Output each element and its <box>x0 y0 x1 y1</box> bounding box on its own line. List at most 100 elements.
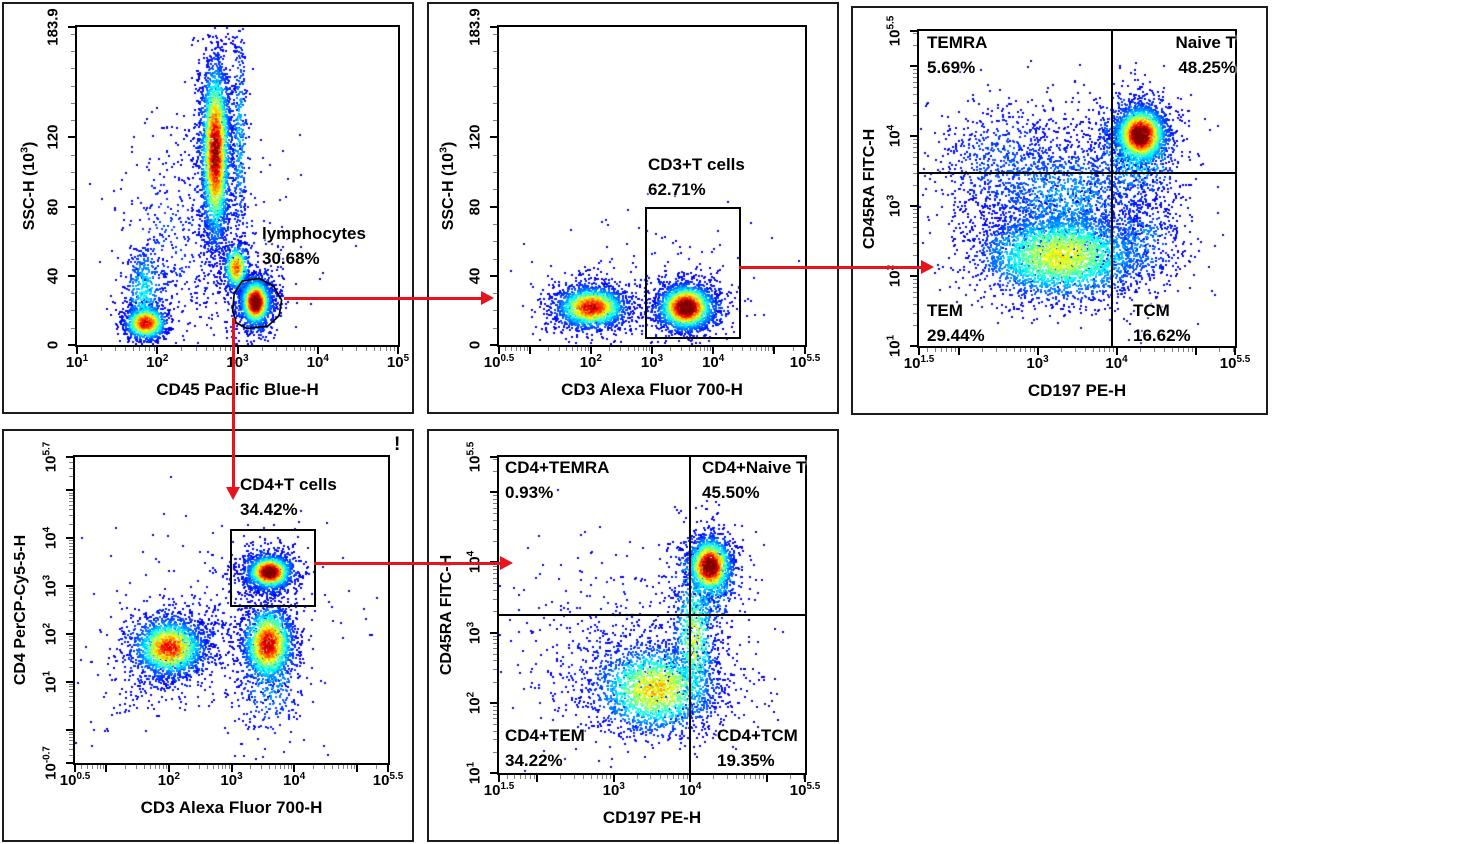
y-minor-tick <box>913 212 917 214</box>
x-minor-tick <box>520 775 522 779</box>
x-minor-tick <box>288 765 290 769</box>
y-minor-tick <box>69 509 73 511</box>
y-tick-label: 102 <box>465 691 484 714</box>
annotation-label: TCM <box>1133 301 1170 320</box>
x-minor-tick <box>686 775 688 779</box>
arrow-line <box>739 265 921 269</box>
x-minor-tick <box>682 775 684 779</box>
x-minor-tick <box>284 765 286 769</box>
x-minor-tick <box>581 347 583 351</box>
x-minor-tick <box>153 347 155 351</box>
x-minor-tick <box>1104 348 1106 352</box>
y-major-tick <box>490 274 497 277</box>
x-tick-label: 101.5 <box>483 781 515 799</box>
y-minor-tick <box>71 310 75 312</box>
x-minor-tick <box>195 347 197 351</box>
x-minor-tick <box>323 765 325 769</box>
x-minor-tick <box>337 765 339 769</box>
x-minor-tick <box>577 347 579 351</box>
y-minor-tick <box>71 102 75 104</box>
x-minor-tick <box>533 775 535 779</box>
y-minor-tick <box>71 33 75 35</box>
x-minor-tick <box>619 347 621 351</box>
y-minor-tick <box>69 619 73 621</box>
annotation-label: 62.71% <box>648 180 706 199</box>
y-minor-tick <box>69 692 73 694</box>
x-major-tick <box>712 347 715 354</box>
y-minor-tick <box>69 700 73 702</box>
x-major-tick <box>528 347 531 354</box>
y-minor-tick <box>71 172 75 174</box>
y-minor-tick <box>913 227 917 229</box>
x-minor-tick <box>506 775 508 779</box>
gate-outline <box>230 529 317 608</box>
y-minor-tick <box>913 233 917 235</box>
x-minor-tick <box>573 775 575 779</box>
x-minor-tick <box>125 347 127 351</box>
y-tick-label: 40 <box>466 267 484 285</box>
y-minor-tick <box>493 293 497 295</box>
x-minor-tick <box>638 347 640 351</box>
x-minor-tick <box>275 765 277 769</box>
x-minor-tick <box>1108 348 1110 352</box>
x-minor-tick <box>1191 348 1193 352</box>
y-minor-tick <box>913 221 917 223</box>
y-minor-tick <box>913 76 917 78</box>
plot-area <box>73 455 390 765</box>
y-minor-tick <box>493 648 497 650</box>
y-minor-tick <box>493 709 497 711</box>
y-major-tick <box>910 275 917 277</box>
x-minor-tick <box>366 347 368 351</box>
x-minor-tick <box>1013 348 1015 352</box>
x-major-tick <box>1036 348 1039 355</box>
x-minor-tick <box>229 347 231 351</box>
x-minor-tick <box>149 347 151 351</box>
x-tick-label: 101 <box>65 353 89 371</box>
y-major-tick <box>68 344 75 346</box>
y-minor-tick <box>493 507 497 509</box>
y-minor-tick <box>493 635 497 637</box>
x-major-tick <box>1115 348 1118 355</box>
y-minor-tick <box>913 216 917 218</box>
x-minor-tick <box>136 765 138 769</box>
x-minor-tick <box>206 765 208 769</box>
plot-area <box>497 25 807 347</box>
x-minor-tick <box>803 775 805 779</box>
x-minor-tick <box>275 347 277 351</box>
annotation-label: CD3+T cells <box>648 155 745 174</box>
y-major-tick <box>490 136 497 139</box>
x-axis-title: CD45 Pacific Blue-H <box>156 380 319 399</box>
x-minor-tick <box>143 765 145 769</box>
x-minor-tick <box>650 775 652 779</box>
y-major-tick <box>68 205 75 208</box>
y-tick-label: 102 <box>41 622 60 645</box>
y-minor-tick <box>71 223 75 225</box>
x-tick-label: 103 <box>226 353 249 371</box>
y-minor-tick <box>69 748 73 750</box>
x-minor-tick <box>694 347 696 351</box>
y-minor-tick <box>71 68 75 70</box>
x-minor-tick <box>927 348 929 352</box>
y-minor-tick <box>69 501 73 503</box>
y-minor-tick <box>913 146 917 148</box>
y-minor-tick <box>69 638 73 640</box>
x-tick-label: 103 <box>1026 354 1049 372</box>
x-major-tick <box>651 347 653 354</box>
x-minor-tick <box>688 347 690 351</box>
x-major-tick <box>355 765 358 772</box>
quadrant-line-horizontal <box>499 614 805 616</box>
x-major-tick <box>536 775 539 782</box>
x-minor-tick <box>285 347 287 351</box>
y-minor-tick <box>493 68 497 70</box>
x-minor-tick <box>516 347 518 351</box>
y-major-tick <box>910 345 917 347</box>
x-minor-tick <box>212 765 214 769</box>
x-major-tick <box>1234 348 1236 355</box>
x-minor-tick <box>523 347 525 351</box>
y-minor-tick <box>69 648 73 650</box>
panel-cd3-cd4: 100.5 102 103 104 105.5 10-0.7 101 102 103 104 105… <box>2 429 414 842</box>
x-minor-tick <box>261 347 263 351</box>
x-minor-tick <box>96 765 98 769</box>
x-minor-tick <box>950 348 952 352</box>
x-minor-tick <box>633 347 635 351</box>
